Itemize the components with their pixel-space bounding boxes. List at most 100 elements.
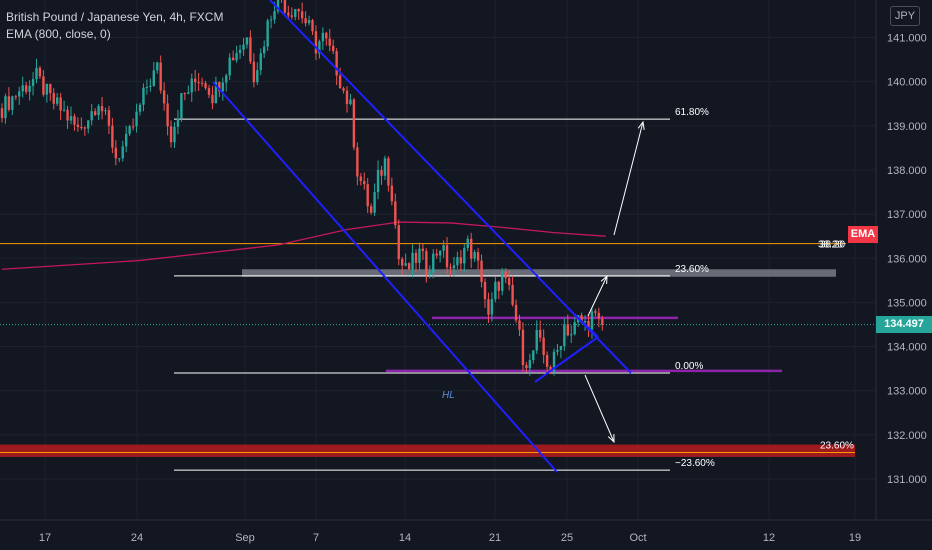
candle-body xyxy=(342,88,345,91)
candle-body xyxy=(142,87,145,105)
candle-body xyxy=(228,57,231,76)
candle-body xyxy=(238,49,242,53)
candle-body xyxy=(90,111,93,121)
x-axis-tick-label: Oct xyxy=(629,532,646,544)
currency-badge[interactable]: JPY xyxy=(890,6,920,26)
candle-body xyxy=(556,349,559,352)
candle-body xyxy=(480,260,483,282)
candle-body xyxy=(62,109,66,111)
wedge-upper-line xyxy=(572,312,599,338)
candle-body xyxy=(87,120,90,129)
resistance-band xyxy=(242,269,836,277)
candle-body xyxy=(66,109,69,121)
candle-body xyxy=(535,329,538,351)
candle-body xyxy=(273,11,276,20)
candle-body xyxy=(52,93,55,104)
candle-body xyxy=(459,257,463,264)
candle-body xyxy=(235,52,238,61)
y-axis-tick-label: 141.000 xyxy=(887,33,927,45)
candle-body xyxy=(204,83,207,89)
candle-body xyxy=(152,70,155,86)
candle-body xyxy=(125,133,128,147)
candle-body xyxy=(35,67,38,80)
candle-body xyxy=(583,321,587,323)
candle-body xyxy=(359,176,362,182)
candle-body xyxy=(173,126,176,143)
candle-body xyxy=(266,20,269,47)
candle-body xyxy=(445,245,449,268)
x-axis-tick-label: 24 xyxy=(131,532,143,544)
candle-body xyxy=(93,111,97,116)
y-axis-tick-label: 139.000 xyxy=(887,121,927,133)
price-tag: 134.497 xyxy=(876,316,932,333)
candle-body xyxy=(494,281,497,300)
x-axis-tick-label: Sep xyxy=(235,532,255,544)
candle-body xyxy=(390,185,394,202)
candle-body xyxy=(107,110,111,126)
candle-body xyxy=(21,85,24,92)
candle-body xyxy=(338,75,342,89)
candle-body xyxy=(463,248,466,264)
channel-upper-line xyxy=(269,0,632,374)
candle-body xyxy=(470,238,473,259)
candle-body xyxy=(590,311,594,330)
candle-body xyxy=(287,12,290,16)
candle-body xyxy=(190,78,193,93)
channel-lower-line xyxy=(212,81,558,473)
candle-body xyxy=(456,257,459,266)
fib-level-label: 23.60% xyxy=(675,264,709,275)
candle-body xyxy=(501,271,504,291)
candle-body xyxy=(525,364,528,369)
candle-body xyxy=(28,85,31,92)
candle-body xyxy=(601,318,604,325)
candle-body xyxy=(356,147,359,177)
candle-body xyxy=(328,38,331,46)
candle-body xyxy=(397,225,400,260)
candle-body xyxy=(449,267,452,269)
candle-body xyxy=(218,82,221,92)
candle-body xyxy=(283,0,287,13)
x-axis-tick-label: 14 xyxy=(399,532,411,544)
candle-body xyxy=(518,320,521,330)
candle-body xyxy=(187,92,190,94)
candle-body xyxy=(294,9,297,17)
candle-body xyxy=(404,263,407,266)
candle-body xyxy=(297,9,300,12)
candle-body xyxy=(128,126,131,134)
candle-body xyxy=(497,281,500,291)
arrow-up-short-head xyxy=(600,274,608,285)
candle-body xyxy=(45,83,49,95)
candle-body xyxy=(225,75,228,83)
candle-body xyxy=(31,79,35,86)
candle-body xyxy=(532,350,535,361)
candle-body xyxy=(566,324,569,336)
candle-body xyxy=(162,90,166,104)
candle-body xyxy=(507,278,511,286)
candle-body xyxy=(321,32,325,42)
ema-tag: EMA xyxy=(848,226,878,243)
candle-body xyxy=(587,321,590,330)
candle-body xyxy=(432,253,435,273)
arrow-up-long-head xyxy=(637,120,645,130)
wedge-lower-line xyxy=(534,336,599,383)
candle-body xyxy=(394,201,397,226)
symbol-title: British Pound / Japanese Yen, 4h, FXCM xyxy=(6,10,224,24)
candle-body xyxy=(483,281,487,300)
candle-body xyxy=(580,315,583,323)
x-axis-tick-label: 21 xyxy=(489,532,501,544)
candle-body xyxy=(100,106,104,112)
candle-body xyxy=(332,45,335,52)
candle-body xyxy=(552,351,556,372)
candle-body xyxy=(570,334,573,336)
ema-tag-value: 38.20 xyxy=(818,240,843,251)
candle-body xyxy=(256,70,259,83)
x-axis-tick-label: 17 xyxy=(39,532,51,544)
candle-body xyxy=(511,285,514,305)
candle-body xyxy=(104,110,107,112)
candle-body xyxy=(549,366,552,372)
candle-body xyxy=(118,158,121,160)
candle-body xyxy=(14,96,17,98)
arrow-up-short xyxy=(587,275,608,317)
